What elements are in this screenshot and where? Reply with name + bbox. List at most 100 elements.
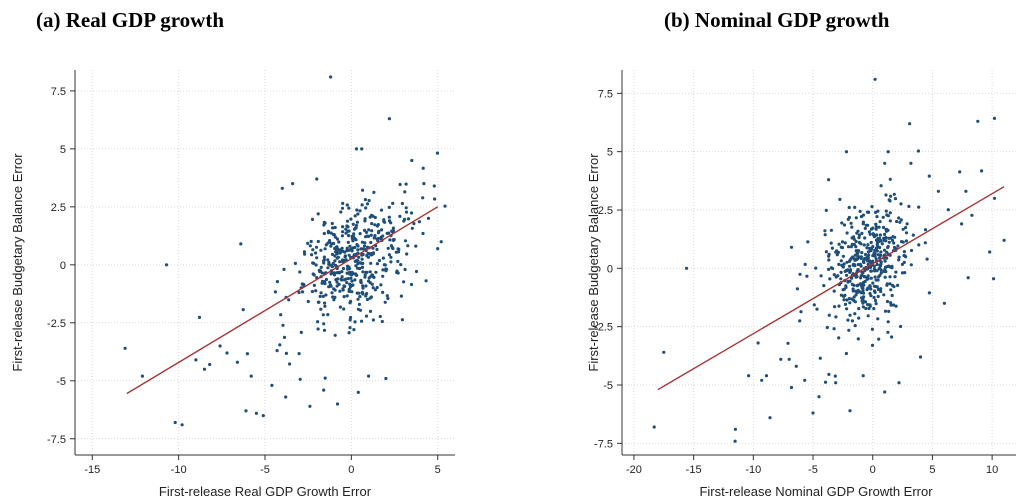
scatter-point (342, 307, 346, 311)
scatter-point (885, 299, 890, 304)
scatter-point (848, 313, 852, 317)
scatter-point (833, 374, 837, 378)
scatter-point (298, 377, 302, 381)
scatter-point (164, 263, 169, 267)
scatter-point (328, 280, 332, 284)
scatter-point (864, 223, 868, 227)
scatter-point (338, 289, 342, 293)
scatter-point (369, 252, 373, 256)
scatter-point (873, 251, 877, 255)
scatter-point (858, 282, 863, 286)
scatter-point (435, 151, 440, 155)
scatter-point (303, 252, 307, 256)
scatter-point (360, 240, 364, 244)
scatter-point (197, 315, 202, 319)
scatter-point (925, 257, 929, 261)
scatter-point (353, 278, 357, 282)
scatter-point (812, 303, 816, 307)
scatter-point (436, 247, 440, 251)
scatter-point (837, 336, 841, 340)
scatter-point (865, 255, 869, 259)
scatter-point (866, 250, 871, 254)
scatter-point (843, 302, 848, 306)
scatter-point (843, 293, 847, 297)
scatter-point (844, 285, 848, 289)
scatter-point (326, 266, 330, 270)
x-tick-label: 10 (986, 464, 998, 476)
scatter-point (332, 273, 337, 277)
scatter-point (369, 240, 373, 245)
scatter-point (887, 236, 891, 240)
scatter-point (333, 254, 337, 258)
scatter-point (848, 264, 852, 268)
scatter-point (827, 178, 831, 182)
scatter-point (839, 270, 843, 274)
scatter-point (823, 233, 827, 237)
scatter-point (872, 264, 876, 268)
scatter-point (805, 274, 809, 278)
scatter-point (270, 383, 274, 387)
scatter-point (284, 395, 288, 399)
y-tick-label: -5 (56, 376, 66, 388)
scatter-point (338, 260, 342, 264)
scatter-point (868, 260, 872, 264)
scatter-point (306, 241, 310, 245)
scatter-point (834, 315, 838, 319)
scatter-point (829, 241, 833, 245)
scatter-point (396, 250, 401, 254)
scatter-point (433, 197, 437, 201)
scatter-point (908, 122, 912, 126)
scatter-point (368, 309, 373, 313)
scatter-point (860, 231, 864, 235)
scatter-point (768, 416, 772, 420)
scatter-point (284, 351, 288, 355)
y-tick-label: 5 (607, 147, 613, 159)
scatter-point (322, 231, 326, 236)
scatter-point (843, 241, 847, 245)
scatter-point (403, 267, 407, 272)
scatter-point (379, 235, 383, 239)
scatter-point (845, 307, 849, 311)
scatter-point (360, 319, 364, 323)
scatter-point (869, 240, 873, 245)
scatter-point (858, 262, 863, 267)
scatter-point (923, 228, 928, 232)
scatter-point (279, 313, 283, 317)
scatter-point (341, 230, 345, 234)
scatter-point (356, 259, 360, 263)
scatter-point (817, 395, 821, 399)
scatter-point (878, 233, 883, 237)
scatter-point (321, 294, 325, 298)
scatter-point (314, 251, 318, 255)
scatter-point (353, 214, 357, 218)
scatter-point (340, 234, 344, 238)
scatter-point (853, 253, 858, 257)
scatter-point (293, 261, 297, 265)
scatter-point (333, 333, 337, 337)
scatter-point (883, 309, 888, 313)
scatter-point (315, 256, 319, 260)
scatter-point (363, 219, 367, 223)
scatter-point (873, 290, 877, 294)
scatter-point (329, 244, 333, 248)
scatter-point (327, 240, 332, 244)
scatter-point (829, 228, 834, 232)
scatter-point (406, 244, 410, 248)
scatter-point (332, 241, 336, 246)
scatter-point (890, 293, 894, 298)
scatter-point (364, 206, 368, 210)
scatter-point (375, 224, 380, 228)
scatter-point (322, 223, 326, 227)
scatter-point (421, 196, 425, 200)
scatter-point (365, 297, 369, 302)
scatter-point (871, 245, 875, 249)
scatter-point (902, 250, 907, 254)
scatter-point (357, 255, 361, 259)
scatter-point (875, 262, 879, 267)
scatter-point (861, 291, 866, 295)
scatter-point (353, 259, 357, 263)
scatter-point (363, 198, 367, 202)
scatter-point (871, 232, 875, 236)
scatter-point (874, 225, 878, 229)
scatter-point (840, 246, 845, 250)
